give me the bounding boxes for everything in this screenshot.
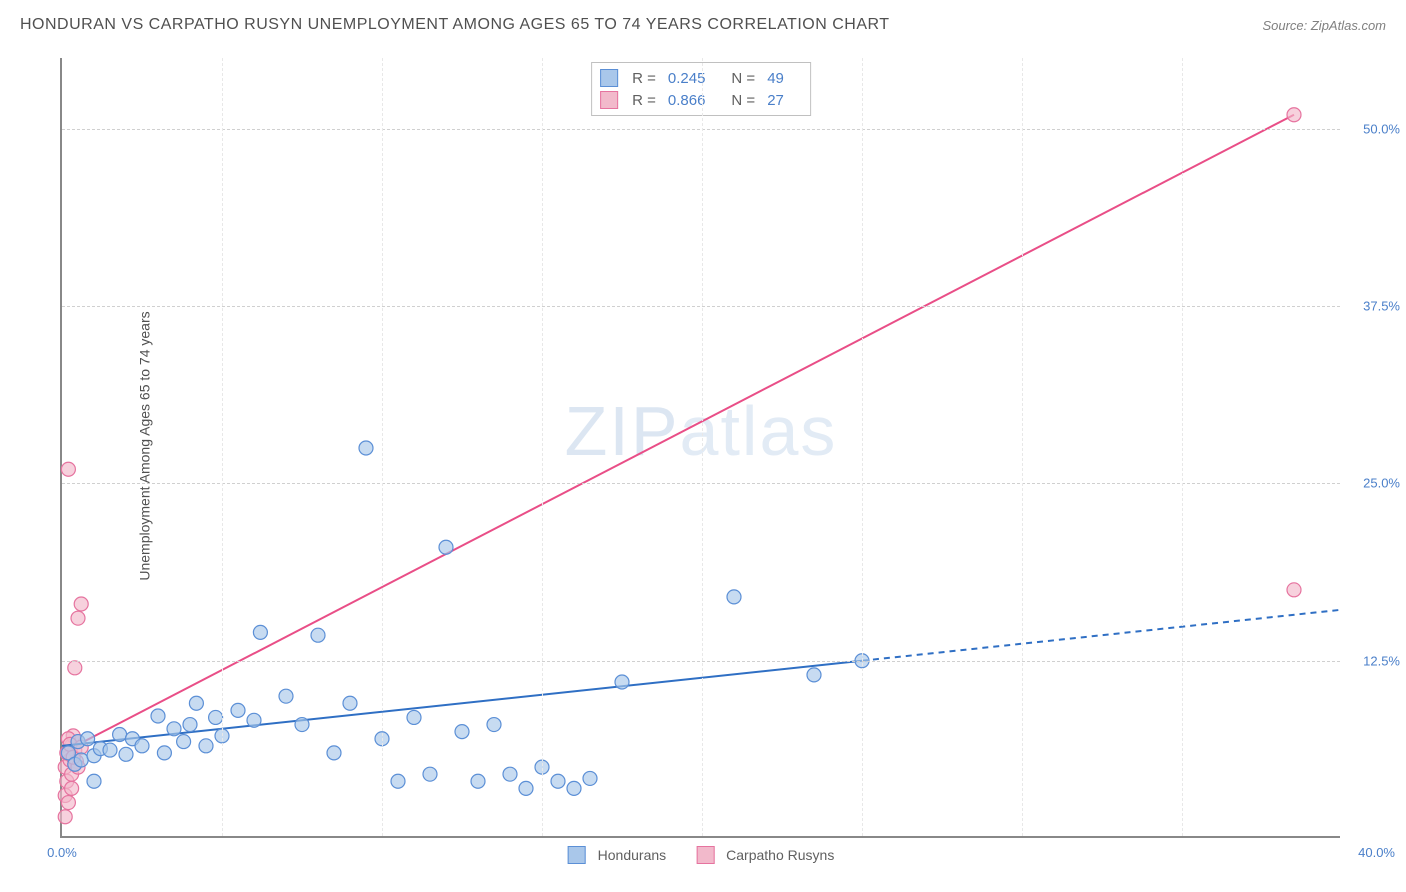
data-point <box>503 767 517 781</box>
data-point <box>615 675 629 689</box>
data-point <box>439 540 453 554</box>
data-point <box>119 747 133 761</box>
data-point <box>487 718 501 732</box>
data-point <box>68 661 82 675</box>
gridline-v <box>1022 58 1023 836</box>
r-value-carpatho: 0.866 <box>668 92 706 109</box>
n-label: N = <box>731 70 755 87</box>
source-attribution: Source: ZipAtlas.com <box>1262 18 1386 33</box>
gridline-h <box>62 129 1340 130</box>
data-point <box>157 746 171 760</box>
data-point <box>199 739 213 753</box>
swatch-icon <box>568 846 586 864</box>
data-point <box>455 725 469 739</box>
x-tick-origin: 0.0% <box>47 845 77 860</box>
y-tick-label: 37.5% <box>1363 299 1400 314</box>
plot-area: ZIPatlas R = 0.245 N = 49 R = 0.866 N = … <box>60 58 1340 838</box>
swatch-hondurans <box>600 69 618 87</box>
title-bar: HONDURAN VS CARPATHO RUSYN UNEMPLOYMENT … <box>20 16 1386 34</box>
data-point <box>247 713 261 727</box>
series-legend: Hondurans Carpatho Rusyns <box>568 846 835 864</box>
data-point <box>471 774 485 788</box>
gridline-v <box>222 58 223 836</box>
data-point <box>253 625 267 639</box>
chart-title: HONDURAN VS CARPATHO RUSYN UNEMPLOYMENT … <box>20 16 890 34</box>
chart-svg <box>62 58 1340 836</box>
legend-row-hondurans: R = 0.245 N = 49 <box>600 67 802 89</box>
data-point <box>279 689 293 703</box>
correlation-legend: R = 0.245 N = 49 R = 0.866 N = 27 <box>591 62 811 116</box>
gridline-v <box>862 58 863 836</box>
data-point <box>295 718 309 732</box>
trend-line-extrapolated <box>862 610 1342 661</box>
data-point <box>327 746 341 760</box>
n-label: N = <box>731 92 755 109</box>
data-point <box>189 696 203 710</box>
data-point <box>583 771 597 785</box>
data-point <box>167 722 181 736</box>
data-point <box>71 611 85 625</box>
data-point <box>65 781 79 795</box>
data-point <box>81 732 95 746</box>
legend-label: Hondurans <box>598 847 667 863</box>
data-point <box>311 628 325 642</box>
gridline-h <box>62 661 1340 662</box>
data-point <box>103 743 117 757</box>
n-value-hondurans: 49 <box>767 70 784 87</box>
data-point <box>343 696 357 710</box>
data-point <box>183 718 197 732</box>
x-tick-max: 40.0% <box>1358 845 1395 860</box>
data-point <box>519 781 533 795</box>
data-point <box>1287 108 1301 122</box>
data-point <box>151 709 165 723</box>
data-point <box>74 753 88 767</box>
y-tick-label: 50.0% <box>1363 121 1400 136</box>
trend-line <box>62 115 1294 753</box>
data-point <box>407 710 421 724</box>
data-point <box>391 774 405 788</box>
data-point <box>727 590 741 604</box>
y-tick-label: 25.0% <box>1363 476 1400 491</box>
gridline-v <box>542 58 543 836</box>
data-point <box>567 781 581 795</box>
r-label: R = <box>632 92 656 109</box>
data-point <box>58 810 72 824</box>
data-point <box>74 597 88 611</box>
y-tick-label: 12.5% <box>1363 653 1400 668</box>
swatch-icon <box>696 846 714 864</box>
gridline-h <box>62 483 1340 484</box>
data-point <box>359 441 373 455</box>
swatch-carpatho <box>600 91 618 109</box>
data-point <box>61 796 75 810</box>
gridline-h <box>62 306 1340 307</box>
n-value-carpatho: 27 <box>767 92 784 109</box>
data-point <box>551 774 565 788</box>
data-point <box>87 774 101 788</box>
r-value-hondurans: 0.245 <box>668 70 706 87</box>
r-label: R = <box>632 70 656 87</box>
data-point <box>135 739 149 753</box>
data-point <box>209 710 223 724</box>
legend-item-hondurans: Hondurans <box>568 846 667 864</box>
gridline-v <box>1182 58 1183 836</box>
gridline-v <box>382 58 383 836</box>
gridline-v <box>702 58 703 836</box>
data-point <box>113 727 127 741</box>
data-point <box>423 767 437 781</box>
data-point <box>61 462 75 476</box>
data-point <box>807 668 821 682</box>
data-point <box>231 703 245 717</box>
data-point <box>1287 583 1301 597</box>
data-point <box>177 735 191 749</box>
legend-label: Carpatho Rusyns <box>726 847 834 863</box>
legend-item-carpatho: Carpatho Rusyns <box>696 846 834 864</box>
legend-row-carpatho: R = 0.866 N = 27 <box>600 89 802 111</box>
